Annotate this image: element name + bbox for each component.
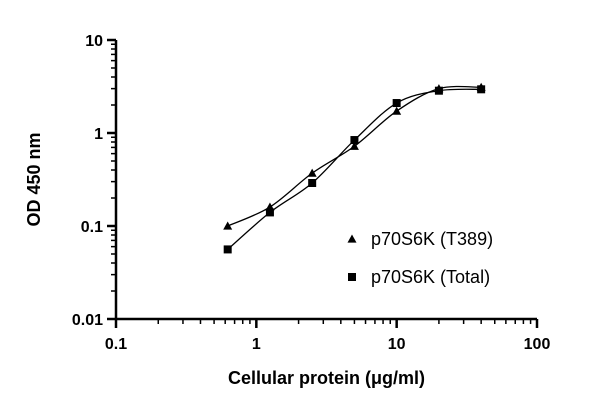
x-axis-title: Cellular protein (μg/ml) bbox=[228, 368, 425, 388]
x-tick-label: 1 bbox=[252, 336, 261, 353]
legend-label: p70S6K (T389) bbox=[371, 229, 493, 249]
legend-marker-triangle bbox=[347, 234, 357, 243]
x-tick-label: 100 bbox=[524, 336, 551, 353]
x-tick-label: 10 bbox=[388, 336, 406, 353]
data-point-square bbox=[223, 245, 232, 254]
y-tick-label: 0.01 bbox=[72, 312, 103, 329]
data-point-triangle bbox=[392, 106, 402, 115]
data-point-square bbox=[434, 86, 443, 95]
data-points bbox=[223, 82, 486, 254]
legend-marker-square bbox=[348, 273, 356, 281]
y-tick-label: 0.1 bbox=[81, 219, 103, 236]
data-point-square bbox=[477, 85, 486, 94]
data-point-square bbox=[350, 136, 359, 145]
data-point-triangle bbox=[349, 141, 359, 150]
data-point-square bbox=[392, 99, 401, 108]
legend-label: p70S6K (Total) bbox=[371, 267, 490, 287]
legend: p70S6K (T389) p70S6K (Total) bbox=[347, 229, 493, 287]
fit-curve-2 bbox=[227, 88, 482, 250]
y-tick-label: 1 bbox=[94, 126, 103, 143]
y-tick-label: 10 bbox=[85, 33, 103, 50]
data-point-square bbox=[265, 208, 274, 217]
data-point-triangle bbox=[307, 168, 317, 177]
fit-curve-1 bbox=[227, 85, 482, 227]
fit-curves bbox=[227, 85, 482, 250]
x-tick-label: 0.1 bbox=[105, 336, 127, 353]
y-axis-title: OD 450 nm bbox=[24, 132, 44, 226]
data-point-triangle bbox=[223, 221, 233, 230]
data-point-square bbox=[308, 178, 317, 187]
